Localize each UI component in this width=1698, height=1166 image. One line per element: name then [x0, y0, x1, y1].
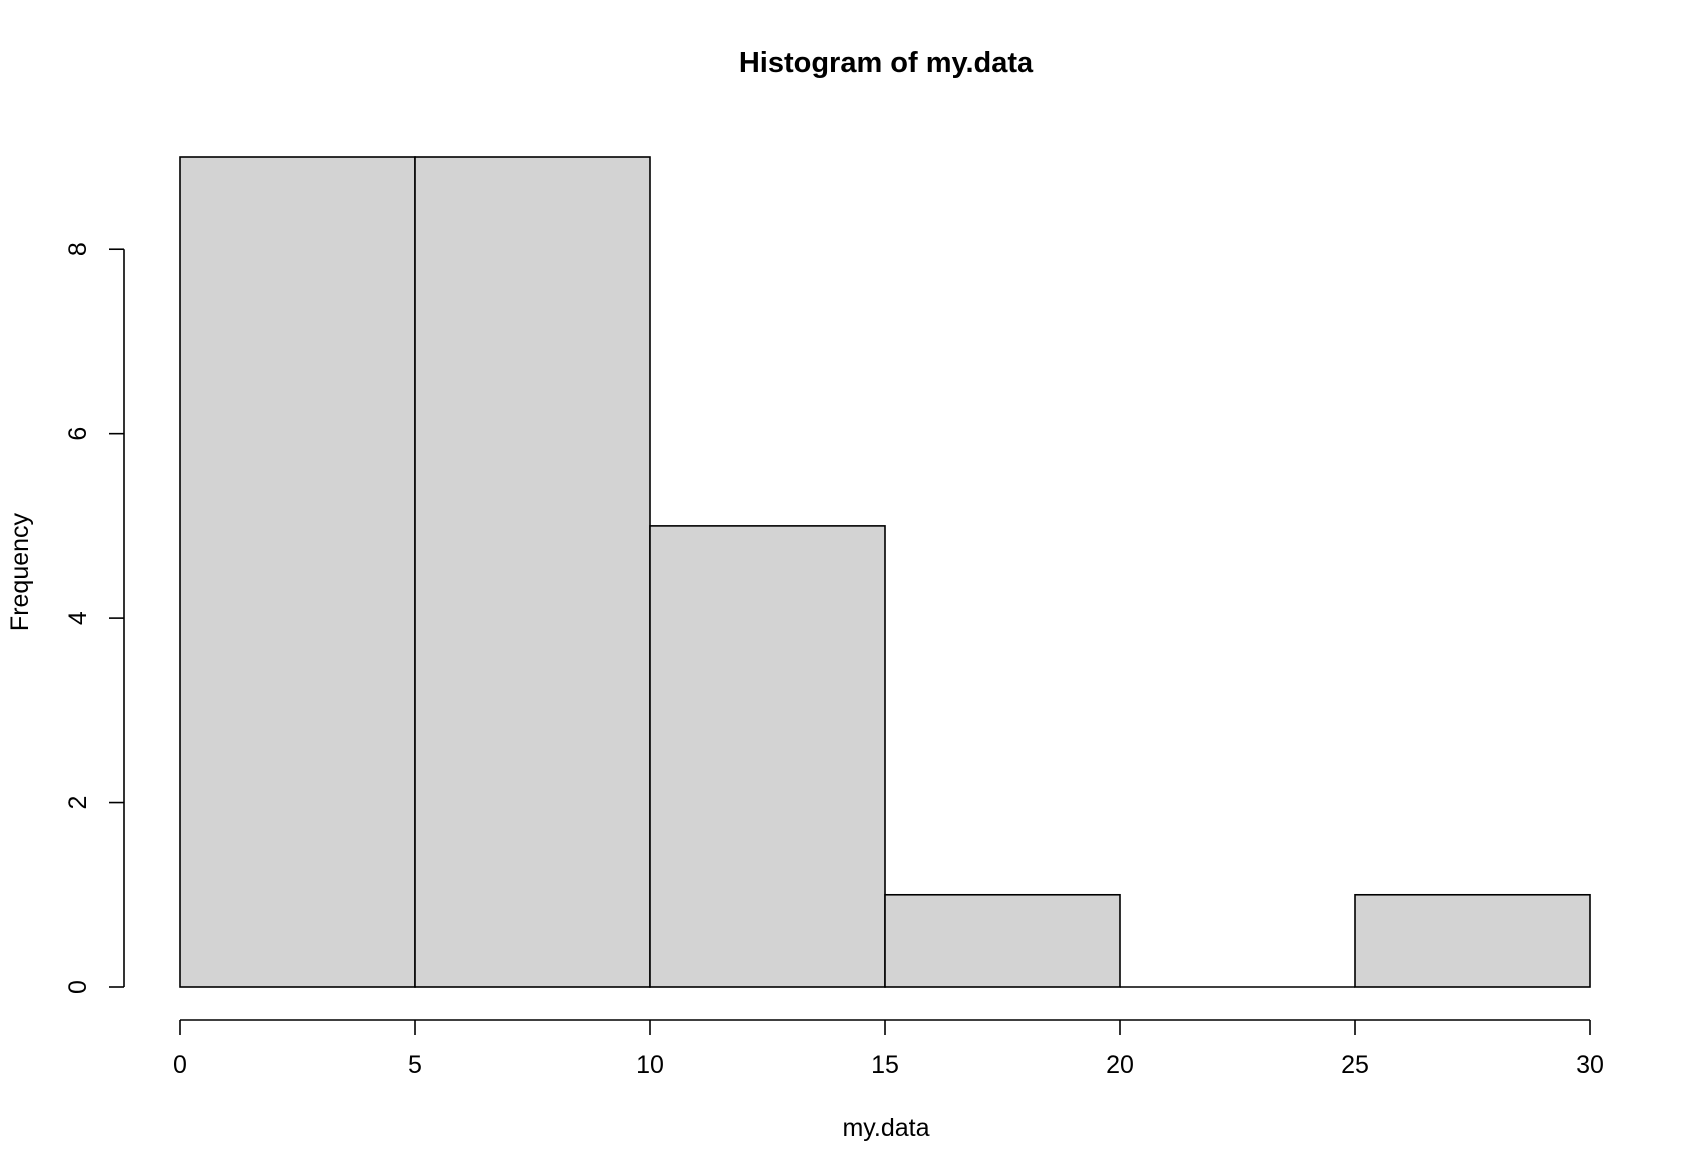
x-tick-label-5: 25: [1341, 1051, 1369, 1079]
histogram-bar-1: [414, 156, 651, 988]
y-tick-label-1: 2: [64, 796, 92, 810]
y-tick-label-3: 6: [64, 427, 92, 441]
x-tick-label-2: 10: [636, 1051, 664, 1079]
x-tick-label-4: 20: [1106, 1051, 1134, 1079]
histogram-bar-5: [1354, 893, 1591, 988]
x-axis: 0 5 10 15 20 25 30: [173, 1019, 1604, 1079]
bars-group: [179, 156, 1591, 988]
y-tick-label-2: 4: [64, 611, 92, 625]
x-tick-label-1: 5: [408, 1051, 422, 1079]
y-axis: 0 2 4 6 8: [64, 242, 125, 994]
y-tick-label-4: 8: [64, 242, 92, 256]
histogram-bar-3: [884, 893, 1121, 988]
y-tick-label-0: 0: [64, 980, 92, 994]
chart-title: Histogram of my.data: [739, 47, 1034, 79]
histogram-bar-2: [649, 525, 886, 988]
x-tick-label-6: 30: [1576, 1051, 1604, 1079]
x-tick-label-0: 0: [173, 1051, 187, 1079]
histogram-bar-0: [179, 156, 416, 988]
x-axis-label: my.data: [842, 1114, 929, 1142]
x-tick-label-3: 15: [871, 1051, 899, 1079]
y-axis-label: Frequency: [6, 512, 34, 631]
